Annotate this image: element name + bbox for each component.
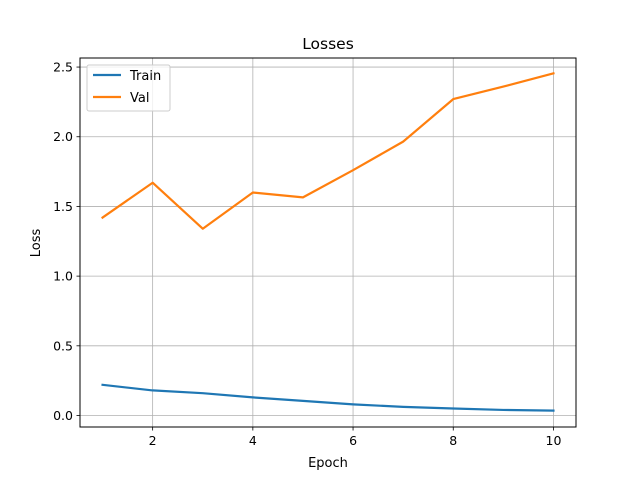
x-tick-label: 6 — [349, 433, 357, 448]
x-tick-label: 2 — [149, 433, 157, 448]
y-tick-label: 2.5 — [53, 60, 73, 75]
chart-title: Losses — [302, 35, 354, 53]
series-line-train — [101, 383, 555, 412]
y-tick-label: 1.0 — [53, 269, 73, 284]
grid — [80, 58, 576, 427]
legend-box — [86, 64, 171, 112]
y-tick-label: 0.0 — [53, 408, 73, 423]
series-lines — [101, 71, 555, 412]
legend-label-val: Val — [130, 91, 149, 106]
series-line-val — [101, 71, 555, 230]
x-axis-label: Epoch — [308, 456, 348, 471]
y-tick-label: 0.5 — [53, 338, 73, 353]
x-tick-label: 4 — [249, 433, 257, 448]
legend-label-train: Train — [129, 69, 161, 84]
y-tick-label: 1.5 — [53, 199, 73, 214]
y-axis-label: Loss — [29, 229, 44, 258]
axis-ticks: 2 4 6 8 10 0.0 0.5 1.0 1.5 2.0 2.5 — [53, 60, 561, 448]
legend: Train Val — [86, 64, 171, 112]
x-tick-label: 10 — [546, 433, 562, 448]
plot-frame — [79, 57, 577, 428]
y-tick-label: 2.0 — [53, 129, 73, 144]
x-tick-label: 8 — [449, 433, 457, 448]
